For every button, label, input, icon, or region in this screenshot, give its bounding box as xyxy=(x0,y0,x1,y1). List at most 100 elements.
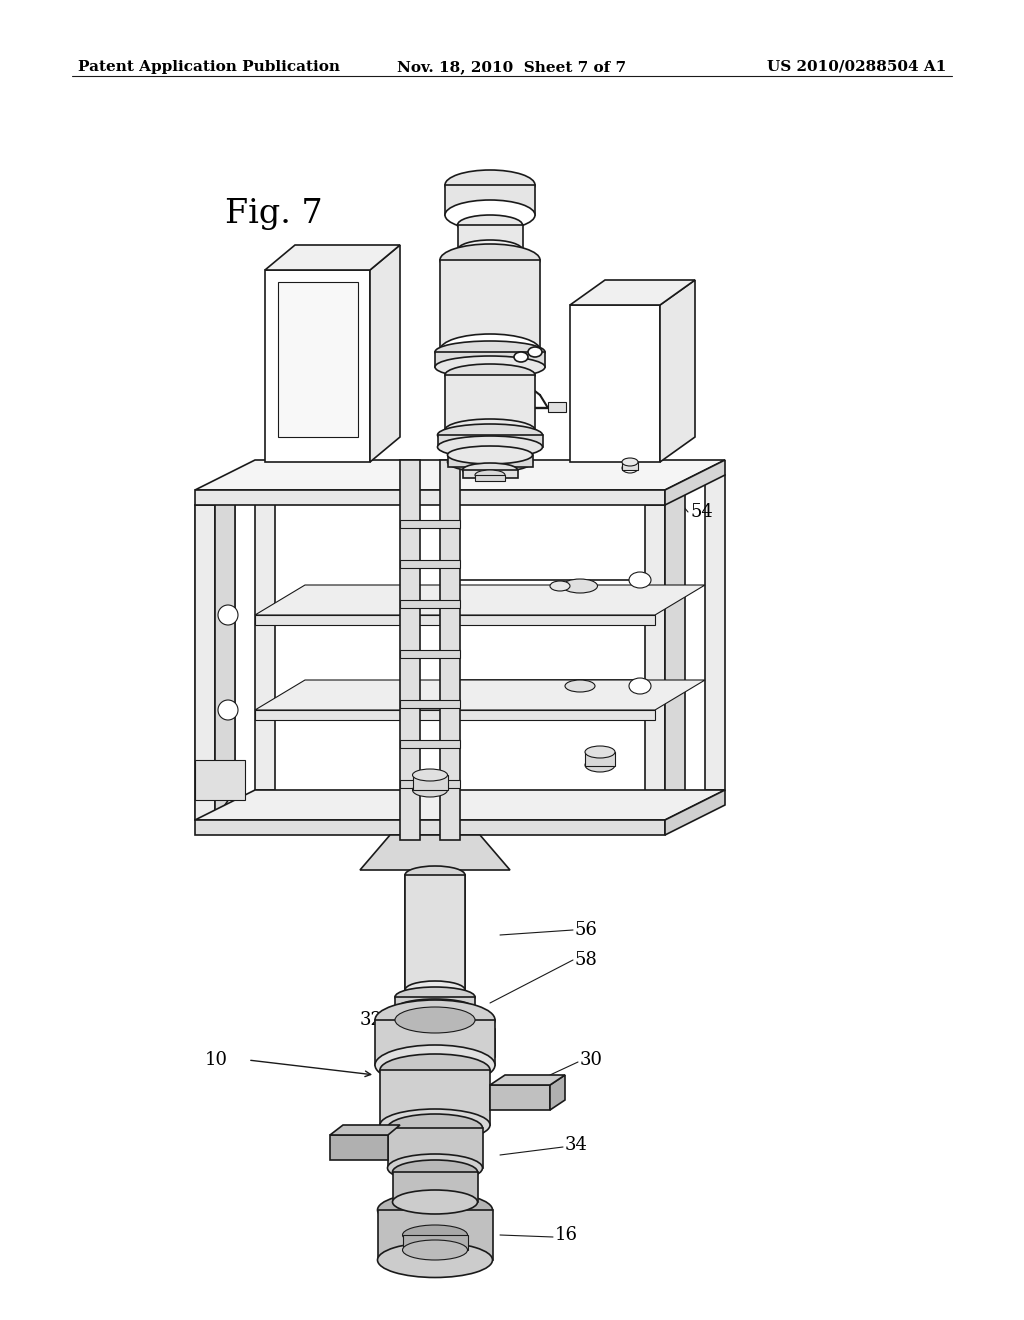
Bar xyxy=(548,403,566,412)
Polygon shape xyxy=(400,459,420,840)
Bar xyxy=(380,1071,490,1125)
Bar xyxy=(388,1129,483,1168)
Ellipse shape xyxy=(585,746,615,758)
Ellipse shape xyxy=(387,1154,482,1181)
Polygon shape xyxy=(265,271,370,462)
Polygon shape xyxy=(665,475,685,820)
Polygon shape xyxy=(570,305,660,462)
Polygon shape xyxy=(440,459,460,840)
Bar xyxy=(475,475,505,480)
Polygon shape xyxy=(195,459,725,490)
Polygon shape xyxy=(215,475,234,820)
Ellipse shape xyxy=(440,334,540,366)
Bar xyxy=(463,470,518,478)
Ellipse shape xyxy=(445,170,535,201)
Ellipse shape xyxy=(629,572,651,587)
Bar xyxy=(440,260,540,350)
Polygon shape xyxy=(195,789,725,820)
Ellipse shape xyxy=(528,347,542,356)
Ellipse shape xyxy=(218,700,238,719)
Ellipse shape xyxy=(375,1045,495,1085)
Bar xyxy=(400,741,460,748)
Polygon shape xyxy=(195,506,215,820)
Ellipse shape xyxy=(565,680,595,692)
Polygon shape xyxy=(490,1074,565,1085)
Ellipse shape xyxy=(392,1160,477,1184)
Bar xyxy=(400,560,460,568)
Bar xyxy=(622,462,638,470)
Bar xyxy=(400,700,460,708)
Polygon shape xyxy=(265,246,400,271)
Polygon shape xyxy=(665,459,725,506)
Polygon shape xyxy=(645,506,665,820)
Ellipse shape xyxy=(413,770,447,781)
Ellipse shape xyxy=(375,1001,495,1040)
Ellipse shape xyxy=(437,424,543,446)
Text: Nov. 18, 2010  Sheet 7 of 7: Nov. 18, 2010 Sheet 7 of 7 xyxy=(397,59,627,74)
Bar xyxy=(435,352,545,367)
Ellipse shape xyxy=(402,1225,468,1245)
Polygon shape xyxy=(255,615,655,624)
Text: 34: 34 xyxy=(565,1137,588,1154)
Polygon shape xyxy=(705,475,725,789)
Ellipse shape xyxy=(387,1114,482,1142)
Polygon shape xyxy=(660,280,695,462)
Ellipse shape xyxy=(395,999,475,1019)
Polygon shape xyxy=(195,475,234,820)
Ellipse shape xyxy=(395,1007,475,1034)
Ellipse shape xyxy=(378,1242,493,1278)
Text: 16: 16 xyxy=(555,1226,578,1243)
Ellipse shape xyxy=(458,215,522,235)
Polygon shape xyxy=(665,789,725,836)
Ellipse shape xyxy=(629,678,651,694)
Bar xyxy=(278,282,358,437)
Bar xyxy=(585,752,615,766)
Ellipse shape xyxy=(514,352,528,362)
Bar xyxy=(445,185,535,215)
Ellipse shape xyxy=(218,605,238,624)
Ellipse shape xyxy=(406,981,465,999)
Text: US 2010/0288504 A1: US 2010/0288504 A1 xyxy=(767,59,946,74)
Ellipse shape xyxy=(447,446,532,465)
Polygon shape xyxy=(330,1135,388,1160)
Ellipse shape xyxy=(562,579,597,593)
Bar xyxy=(449,455,534,467)
Bar xyxy=(393,1172,478,1203)
Bar xyxy=(195,760,245,800)
Ellipse shape xyxy=(445,201,535,230)
Polygon shape xyxy=(255,475,275,789)
Ellipse shape xyxy=(445,418,535,441)
Bar xyxy=(458,224,523,249)
Ellipse shape xyxy=(435,341,545,363)
Polygon shape xyxy=(195,820,665,836)
Ellipse shape xyxy=(463,463,517,477)
Polygon shape xyxy=(255,680,705,710)
Polygon shape xyxy=(195,490,665,506)
Polygon shape xyxy=(330,1125,400,1135)
Bar xyxy=(413,775,449,789)
Bar xyxy=(403,1236,468,1250)
Bar xyxy=(406,875,465,990)
Text: 56: 56 xyxy=(575,921,598,939)
Bar xyxy=(400,780,460,788)
Text: 30: 30 xyxy=(580,1051,603,1069)
Polygon shape xyxy=(370,246,400,462)
Bar xyxy=(375,1020,495,1065)
Ellipse shape xyxy=(585,758,615,772)
Ellipse shape xyxy=(402,1239,468,1261)
Polygon shape xyxy=(360,836,510,870)
Bar xyxy=(400,649,460,657)
Text: Patent Application Publication: Patent Application Publication xyxy=(78,59,340,74)
Bar xyxy=(445,375,535,430)
Ellipse shape xyxy=(437,436,543,458)
Ellipse shape xyxy=(447,451,532,473)
Text: 32: 32 xyxy=(360,1011,383,1030)
Ellipse shape xyxy=(392,1191,477,1214)
Ellipse shape xyxy=(413,783,447,797)
Ellipse shape xyxy=(622,463,638,473)
Bar xyxy=(400,520,460,528)
Text: Fig. 7: Fig. 7 xyxy=(225,198,323,230)
Ellipse shape xyxy=(550,581,570,591)
Ellipse shape xyxy=(395,987,475,1007)
Ellipse shape xyxy=(445,364,535,385)
